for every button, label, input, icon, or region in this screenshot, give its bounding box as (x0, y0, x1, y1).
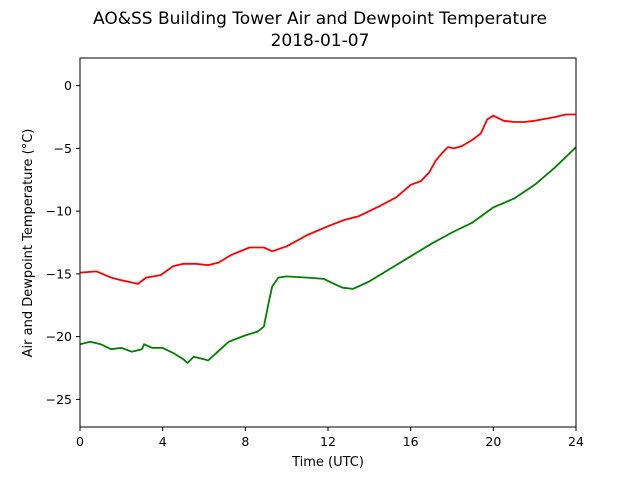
y-axis-ticks: 0 −5 −10 −15 −20 −25 (46, 78, 80, 407)
y-tick-label: −25 (46, 392, 72, 407)
chart-title: AO&SS Building Tower Air and Dewpoint Te… (93, 9, 547, 29)
x-tick-label: 8 (241, 434, 249, 449)
x-axis-ticks: 0 4 8 12 16 20 24 (76, 427, 584, 449)
x-axis-label: Time (UTC) (291, 455, 364, 470)
x-tick-label: 24 (568, 434, 584, 449)
x-tick-label: 0 (76, 434, 84, 449)
series-line-1 (79, 113, 576, 285)
chart-subtitle: 2018-01-07 (271, 31, 370, 51)
y-tick-label: −10 (46, 204, 72, 219)
x-tick-label: 20 (485, 434, 501, 449)
x-tick-label: 16 (403, 434, 419, 449)
x-tick-label: 4 (159, 434, 167, 449)
y-tick-label: −20 (46, 329, 72, 344)
y-tick-label: −15 (46, 266, 72, 281)
series-layer (79, 113, 577, 364)
y-tick-label: −5 (54, 141, 72, 156)
plot-frame (79, 57, 577, 428)
series-line-2 (79, 146, 577, 364)
y-axis-label: Air and Dewpoint Temperature (°C) (21, 129, 36, 358)
y-tick-label: 0 (64, 78, 72, 93)
x-tick-label: 12 (320, 434, 336, 449)
